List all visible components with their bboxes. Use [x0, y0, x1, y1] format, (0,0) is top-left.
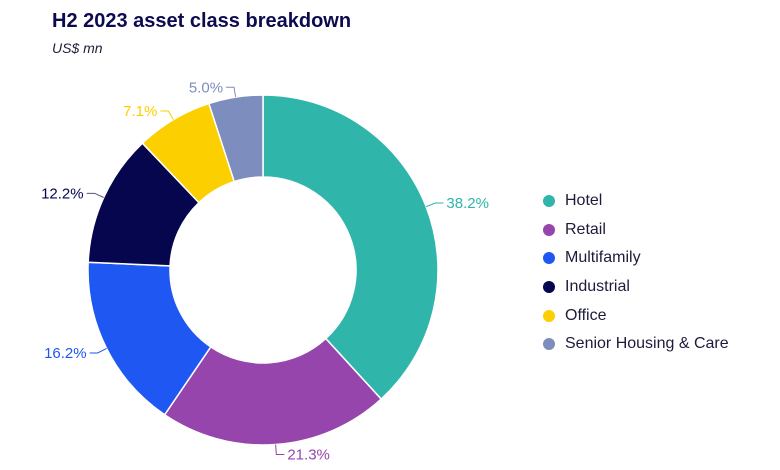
legend-item-multifamily[interactable]: Multifamily — [543, 244, 729, 273]
data-label-senior-housing-and-care: 5.0% — [189, 79, 223, 96]
data-label-multifamily: 16.2% — [44, 345, 87, 362]
legend: Hotel Retail Multifamily Industrial Office Se… — [543, 187, 729, 359]
legend-swatch — [543, 338, 555, 351]
legend-label: Multifamily — [565, 249, 641, 267]
data-label-retail: 21.3% — [287, 447, 330, 464]
slice-senior-housing-and-care[interactable] — [207, 94, 264, 183]
legend-item-retail[interactable]: Retail — [543, 216, 729, 245]
legend-swatch — [543, 252, 555, 265]
leader-line-office — [160, 110, 174, 120]
legend-item-hotel[interactable]: Hotel — [543, 187, 729, 216]
legend-label: Office — [565, 306, 607, 324]
legend-swatch — [543, 223, 555, 236]
chart-title: H2 2023 asset class breakdown — [52, 10, 352, 32]
chart-subtitle: US$ mn — [52, 40, 103, 56]
data-label-office: 7.1% — [123, 103, 157, 120]
legend-item-industrial[interactable]: Industrial — [543, 273, 729, 302]
slice-retail[interactable] — [163, 337, 383, 446]
leader-line-senior-housing-and-care — [226, 86, 237, 98]
leader-line-hotel — [425, 202, 444, 208]
legend-label: Industrial — [565, 278, 630, 296]
data-label-industrial: 12.2% — [41, 185, 84, 202]
legend-label: Retail — [565, 220, 606, 238]
legend-label: Hotel — [565, 192, 603, 210]
legend-item-senior-housing-and-care[interactable]: Senior Housing & Care — [543, 330, 729, 359]
legend-item-office[interactable]: Office — [543, 301, 729, 330]
legend-swatch — [543, 195, 555, 208]
leader-line-industrial — [86, 192, 104, 198]
leader-line-retail — [275, 444, 285, 456]
legend-swatch — [543, 309, 555, 322]
legend-label: Senior Housing & Care — [565, 335, 729, 353]
slice-multifamily[interactable] — [87, 261, 212, 416]
legend-swatch — [543, 281, 555, 294]
leader-line-multifamily — [89, 348, 107, 354]
slice-hotel[interactable] — [262, 94, 439, 401]
data-label-hotel: 38.2% — [446, 195, 489, 212]
